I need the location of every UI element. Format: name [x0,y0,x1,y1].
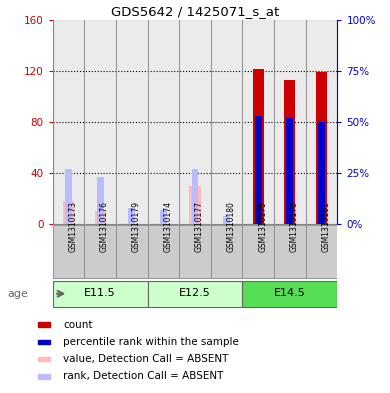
Bar [190,185,200,224]
Text: GSM1310174: GSM1310174 [163,201,172,252]
Text: count: count [63,320,92,330]
Bar [84,20,116,224]
FancyBboxPatch shape [306,224,337,279]
FancyBboxPatch shape [116,224,147,279]
Bar [255,116,262,224]
Text: E11.5: E11.5 [84,288,116,298]
Bar [38,340,50,344]
Bar [97,177,104,224]
FancyBboxPatch shape [84,224,116,279]
Text: value, Detection Call = ABSENT: value, Detection Call = ABSENT [63,354,229,364]
Bar [286,118,293,224]
Bar [318,122,325,224]
Text: GSM1310173: GSM1310173 [69,201,78,252]
Bar [284,80,296,224]
Bar [160,210,167,224]
Title: GDS5642 / 1425071_s_at: GDS5642 / 1425071_s_at [111,6,279,18]
FancyBboxPatch shape [274,224,306,279]
Text: E14.5: E14.5 [274,288,306,298]
Text: percentile rank within the sample: percentile rank within the sample [63,337,239,347]
Bar [306,20,337,224]
FancyBboxPatch shape [243,224,274,279]
Bar [211,20,243,224]
Bar [63,201,74,224]
Bar [94,211,106,224]
FancyBboxPatch shape [179,224,211,279]
Bar [65,169,72,224]
FancyBboxPatch shape [53,224,84,279]
FancyBboxPatch shape [147,224,179,279]
Bar [147,20,179,224]
Text: GSM1310178: GSM1310178 [290,201,299,252]
Text: GSM1310177: GSM1310177 [195,201,204,252]
Bar [179,20,211,224]
Bar [316,72,327,224]
Text: GSM1310181: GSM1310181 [321,201,331,252]
Bar [243,20,274,224]
FancyBboxPatch shape [211,224,243,279]
Text: GSM1310176: GSM1310176 [100,201,109,252]
Bar [128,208,135,224]
FancyBboxPatch shape [243,281,337,307]
Bar [38,374,50,379]
Bar [223,216,230,224]
FancyBboxPatch shape [53,281,147,307]
Text: E12.5: E12.5 [179,288,211,298]
Bar [253,70,264,224]
Bar [38,322,50,327]
Bar [53,20,84,224]
Bar [38,357,50,362]
Bar [116,20,147,224]
Text: rank, Detection Call = ABSENT: rank, Detection Call = ABSENT [63,371,223,382]
Bar [191,169,199,224]
Text: GSM1310180: GSM1310180 [227,201,236,252]
Text: GSM1310179: GSM1310179 [132,201,141,252]
Bar [274,20,306,224]
Text: age: age [8,288,29,299]
Text: GSM1310175: GSM1310175 [258,201,267,252]
FancyBboxPatch shape [147,281,243,307]
